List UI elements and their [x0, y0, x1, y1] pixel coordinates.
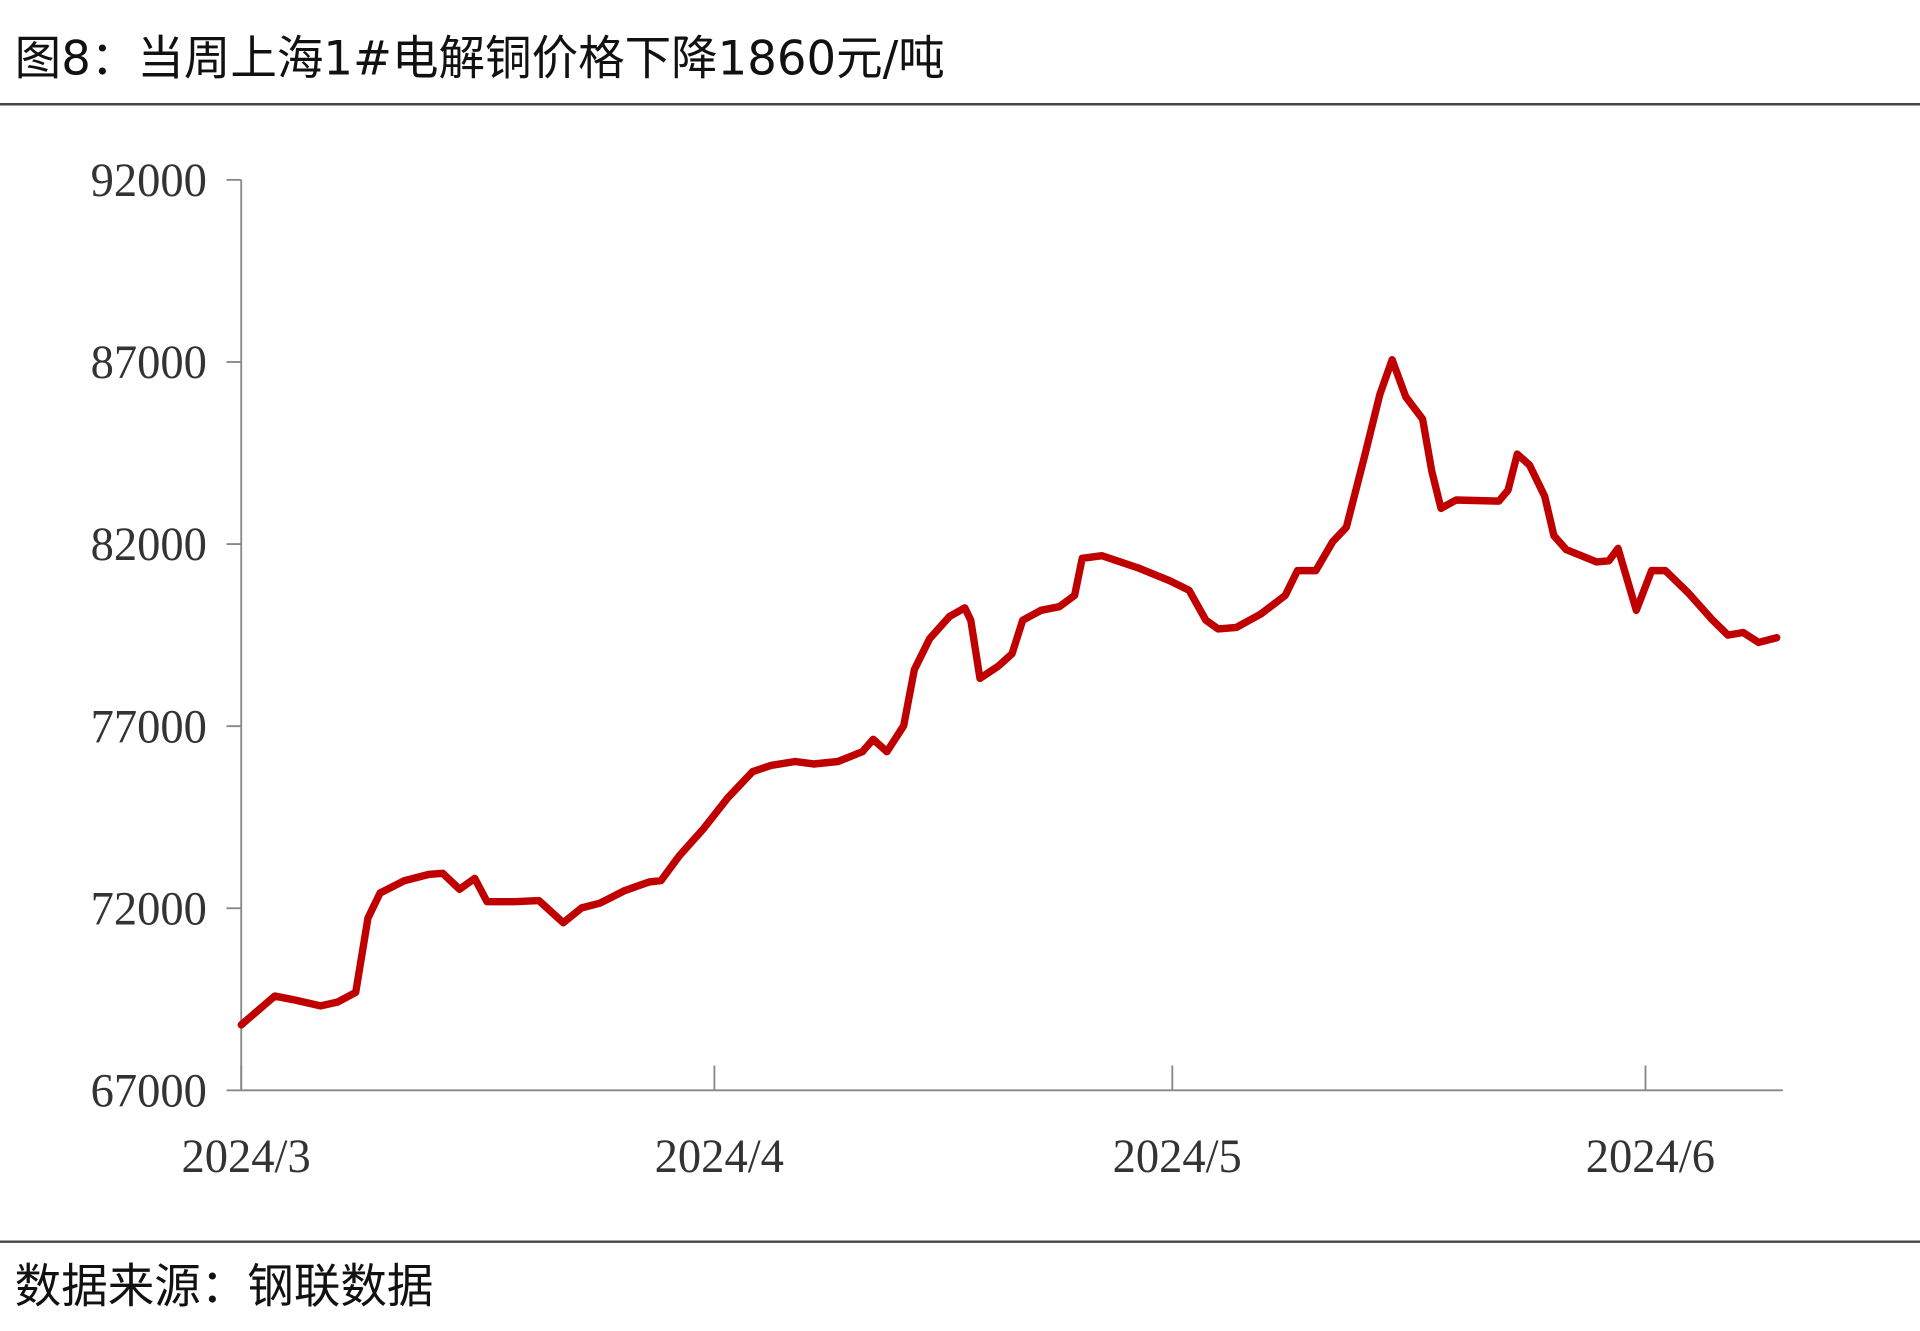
y-tick-label: 92000 — [91, 155, 207, 207]
y-tick-label: 82000 — [91, 519, 207, 571]
y-tick-label: 87000 — [91, 337, 207, 389]
y-tick-label: 77000 — [91, 701, 207, 753]
source-note: 数据来源：钢联数据 — [15, 1260, 434, 1314]
price-line — [237, 356, 1781, 1029]
x-tick-label: 2024/4 — [655, 1131, 784, 1183]
chart-title: 图8：当周上海1#电解铜价格下降1860元/吨 — [15, 32, 945, 86]
x-tick-label: 2024/5 — [1113, 1131, 1242, 1183]
y-tick-label: 72000 — [91, 883, 207, 935]
y-tick-label: 67000 — [91, 1065, 207, 1117]
x-tick-label: 2024/3 — [181, 1131, 310, 1183]
x-tick-label: 2024/6 — [1586, 1131, 1715, 1183]
